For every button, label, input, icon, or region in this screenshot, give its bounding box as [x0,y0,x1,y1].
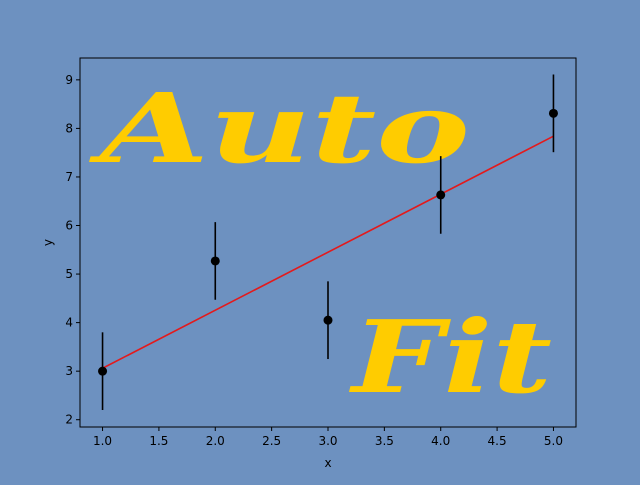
y-tick-label: 9 [65,73,73,87]
y-tick-label: 3 [65,364,73,378]
y-axis-label: y [41,239,55,246]
x-tick-label: 4.5 [488,434,507,448]
y-tick-label: 4 [65,316,73,330]
x-tick-label: 1.0 [93,434,112,448]
data-point [98,366,108,376]
y-tick-label: 2 [65,413,73,427]
watermark-auto: Auto [88,72,470,185]
x-tick-label: 1.5 [149,434,168,448]
y-tick-label: 7 [65,170,73,184]
y-tick-label: 5 [65,267,73,281]
y-tick-label: 8 [65,121,73,135]
x-tick-label: 2.0 [206,434,225,448]
fit-line [102,135,554,369]
data-layer [98,74,558,411]
x-tick-label: 4.0 [431,434,450,448]
data-point [210,256,220,266]
y-tick-label: 6 [65,219,73,233]
plot-area [80,58,576,427]
x-tick-label: 2.5 [262,434,281,448]
axes-layer: 1.0 1.5 2.0 2.5 3.0 3.5 4.0 4.5 5.0 2 3 4 5 6 7 8 9 x y [41,73,563,470]
x-tick-label: 3.0 [318,434,337,448]
x-tick-label: 5.0 [544,434,563,448]
x-axis-label: x [324,456,331,470]
data-point [323,315,333,325]
watermark-layer: Auto Fit [88,72,552,416]
data-point [548,108,558,118]
plot-frame [79,57,577,428]
watermark-fit: Fit [348,298,552,416]
data-point [436,190,446,200]
x-tick-label: 3.5 [375,434,394,448]
